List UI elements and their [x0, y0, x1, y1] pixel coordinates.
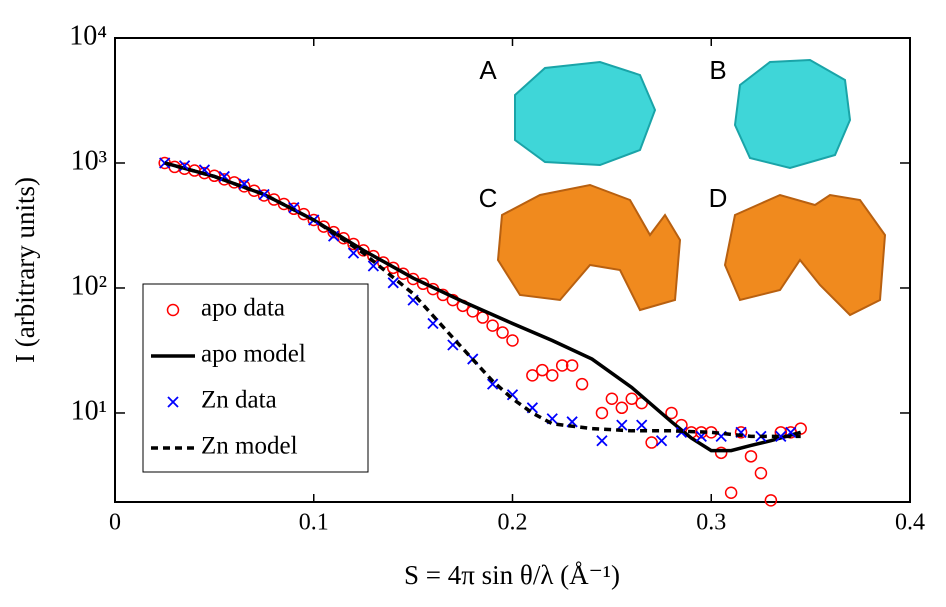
legend-label: apo data	[201, 295, 285, 322]
legend-marker	[166, 303, 180, 317]
data-point	[337, 231, 350, 245]
data-point	[486, 319, 499, 332]
structure-c	[496, 183, 682, 312]
data-point	[764, 494, 778, 507]
data-point	[595, 406, 609, 420]
x-tick-label: 0	[109, 510, 121, 536]
data-point	[596, 435, 608, 447]
data-point	[387, 261, 400, 275]
data-point	[387, 277, 399, 289]
data-point	[744, 450, 758, 463]
data-point	[565, 359, 579, 372]
x-tick-label: 0.4	[895, 510, 925, 536]
inset-label: D	[709, 183, 728, 213]
inset-label: B	[709, 55, 726, 85]
y-tick-label: 10¹	[71, 395, 107, 426]
data-point	[555, 359, 569, 372]
data-point	[347, 237, 360, 251]
data-point	[427, 317, 439, 330]
data-point	[636, 419, 648, 431]
data-point	[714, 446, 728, 460]
x-axis-label: S = 4π sin θ/λ (Å⁻¹)	[404, 560, 620, 590]
data-point	[367, 260, 380, 272]
data-point	[357, 244, 370, 257]
data-point	[655, 435, 668, 447]
data-point	[526, 369, 539, 382]
data-point	[297, 207, 311, 221]
y-tick-label: 10²	[71, 270, 107, 301]
structure-d	[723, 193, 887, 317]
inset-label: C	[479, 183, 498, 213]
data-point	[347, 247, 360, 259]
data-point	[486, 378, 499, 390]
structure-b	[733, 58, 852, 170]
legend-label: apo model	[201, 341, 306, 368]
inset-structures	[496, 58, 887, 317]
inset-label: A	[479, 55, 497, 85]
x-tick-label: 0.2	[498, 510, 528, 536]
data-point	[734, 426, 748, 439]
y-tick-label: 10³	[71, 145, 107, 176]
data-point	[307, 213, 320, 227]
data-point	[546, 369, 559, 382]
y-axis-label: I (arbitrary units)	[10, 177, 40, 363]
legend-box	[142, 283, 369, 473]
data-point	[327, 225, 340, 239]
legend-label: Zn model	[201, 433, 298, 460]
y-tick-label: 10⁴	[69, 20, 107, 51]
data-point	[317, 220, 330, 233]
data-point	[506, 334, 519, 347]
x-tick-label: 0.3	[696, 510, 726, 536]
data-point	[496, 326, 509, 339]
legend-label: Zn data	[201, 387, 277, 414]
data-point	[665, 406, 678, 420]
data-point	[575, 377, 589, 391]
data-point	[605, 392, 619, 405]
data-point	[615, 401, 629, 415]
data-point	[288, 201, 300, 214]
x-tick-label: 0.1	[299, 510, 329, 536]
legend-marker	[167, 396, 179, 408]
data-point	[724, 486, 738, 500]
data-point	[536, 363, 549, 377]
data-point	[645, 436, 658, 449]
structure-a	[514, 60, 657, 167]
data-point	[775, 430, 787, 443]
data-point	[754, 466, 768, 480]
